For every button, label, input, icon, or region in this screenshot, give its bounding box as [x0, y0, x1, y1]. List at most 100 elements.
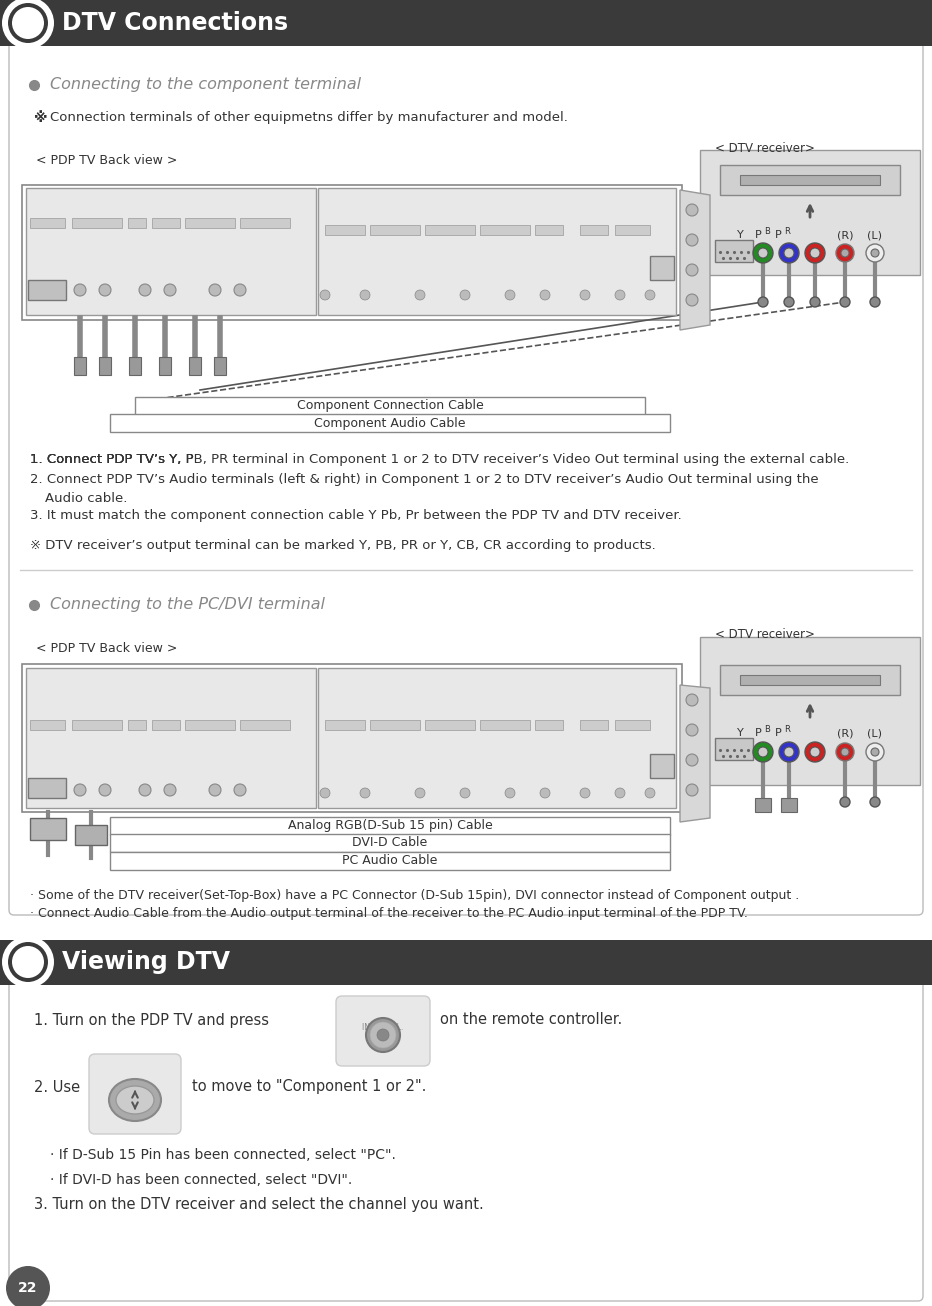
Bar — [28, 778, 66, 798]
Bar — [325, 225, 365, 235]
Text: B: B — [764, 226, 770, 235]
Text: to move to "Component 1 or 2".: to move to "Component 1 or 2". — [192, 1080, 426, 1094]
Text: 1. Turn on the PDP TV and press: 1. Turn on the PDP TV and press — [34, 1012, 269, 1028]
Text: · If DVI-D has been connected, select "DVI".: · If DVI-D has been connected, select "D… — [50, 1173, 352, 1187]
Circle shape — [871, 249, 879, 257]
Circle shape — [377, 1029, 389, 1041]
Circle shape — [645, 788, 655, 798]
Circle shape — [840, 296, 850, 307]
Bar — [74, 357, 86, 375]
Circle shape — [615, 788, 625, 798]
Text: (L): (L) — [868, 230, 883, 240]
Text: Y: Y — [736, 230, 744, 240]
Circle shape — [810, 248, 820, 259]
Circle shape — [460, 290, 470, 300]
Circle shape — [209, 283, 221, 296]
Bar — [740, 675, 880, 686]
Circle shape — [540, 290, 550, 300]
Bar — [152, 720, 180, 730]
Text: Y: Y — [736, 727, 744, 738]
Bar — [22, 663, 682, 812]
Bar — [370, 720, 420, 730]
Bar — [26, 667, 316, 808]
Bar — [72, 720, 122, 730]
Circle shape — [686, 724, 698, 737]
Text: P: P — [755, 230, 761, 240]
Bar — [30, 720, 65, 730]
Bar — [700, 637, 920, 785]
Text: PC Audio Cable: PC Audio Cable — [342, 854, 438, 867]
Bar — [740, 175, 880, 185]
Text: (L): (L) — [868, 727, 883, 738]
Circle shape — [866, 244, 884, 263]
Text: B: B — [764, 725, 770, 734]
Bar — [128, 720, 146, 730]
Circle shape — [366, 1017, 400, 1053]
Circle shape — [74, 784, 86, 795]
Bar — [700, 150, 920, 276]
Circle shape — [460, 788, 470, 798]
Text: Component Audio Cable: Component Audio Cable — [314, 417, 466, 430]
Bar — [480, 225, 530, 235]
FancyBboxPatch shape — [89, 1054, 181, 1134]
Bar — [240, 720, 290, 730]
Text: R: R — [784, 725, 790, 734]
Text: INPUT SEL.: INPUT SEL. — [363, 1024, 404, 1033]
Polygon shape — [680, 686, 710, 821]
Text: DTV Connections: DTV Connections — [62, 10, 288, 35]
Circle shape — [320, 290, 330, 300]
Text: < DTV receiver>: < DTV receiver> — [715, 141, 815, 154]
Circle shape — [8, 3, 48, 43]
Bar — [318, 667, 676, 808]
Bar — [650, 754, 674, 778]
Text: · Connect Audio Cable from the Audio output terminal of the receiver to the PC A: · Connect Audio Cable from the Audio out… — [30, 906, 747, 919]
Bar — [535, 225, 563, 235]
Circle shape — [840, 797, 850, 807]
Bar — [152, 218, 180, 229]
Bar — [240, 218, 290, 229]
Bar — [30, 218, 65, 229]
Circle shape — [870, 296, 880, 307]
Circle shape — [810, 296, 820, 307]
Bar — [75, 825, 107, 845]
Bar — [580, 225, 608, 235]
Bar — [615, 720, 650, 730]
Circle shape — [836, 743, 854, 761]
Circle shape — [836, 244, 854, 263]
Circle shape — [686, 264, 698, 276]
Bar — [425, 720, 475, 730]
Circle shape — [415, 290, 425, 300]
Circle shape — [753, 243, 773, 263]
Text: P: P — [755, 727, 761, 738]
Bar — [159, 357, 171, 375]
Bar — [318, 188, 676, 315]
Circle shape — [360, 788, 370, 798]
Text: · Some of the DTV receiver(Set-Top-Box) have a PC Connector (D-Sub 15pin), DVI c: · Some of the DTV receiver(Set-Top-Box) … — [30, 888, 800, 901]
Text: 1. Connect PDP TV’s Y, P: 1. Connect PDP TV’s Y, P — [30, 453, 194, 466]
Bar — [615, 225, 650, 235]
Circle shape — [686, 784, 698, 795]
Circle shape — [8, 942, 48, 982]
Circle shape — [686, 204, 698, 215]
FancyBboxPatch shape — [336, 996, 430, 1066]
Circle shape — [209, 784, 221, 795]
Circle shape — [841, 249, 849, 257]
Circle shape — [758, 747, 768, 757]
Text: Connecting to the PC/DVI terminal: Connecting to the PC/DVI terminal — [50, 598, 325, 613]
Bar — [128, 218, 146, 229]
Circle shape — [580, 788, 590, 798]
Circle shape — [6, 1266, 50, 1306]
Text: DVI-D Cable: DVI-D Cable — [352, 837, 428, 849]
Bar — [110, 852, 670, 870]
Circle shape — [360, 290, 370, 300]
Polygon shape — [680, 189, 710, 330]
Circle shape — [370, 1023, 396, 1047]
Bar — [425, 225, 475, 235]
Bar — [325, 720, 365, 730]
Bar — [185, 720, 235, 730]
Circle shape — [12, 946, 44, 978]
Circle shape — [686, 294, 698, 306]
Text: Connecting to the component terminal: Connecting to the component terminal — [50, 77, 361, 93]
Circle shape — [164, 784, 176, 795]
Circle shape — [139, 283, 151, 296]
